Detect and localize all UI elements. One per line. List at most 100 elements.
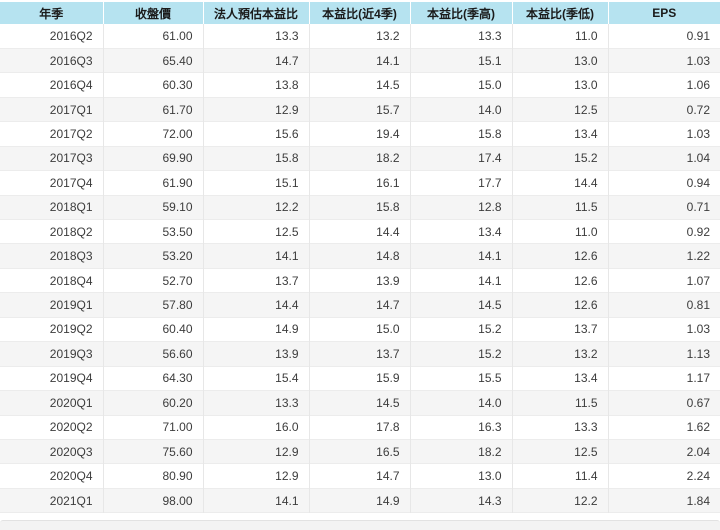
cell-value: 60.30: [102, 72, 203, 98]
cell-value: 15.4: [202, 366, 309, 391]
cell-value: 53.50: [102, 219, 203, 244]
cell-value: 17.7: [409, 170, 512, 196]
table-row: 2017Q2 72.00 15.6 19.4 15.8 13.4 1.03: [0, 121, 720, 147]
cell-value: 98.00: [102, 488, 203, 513]
cell-value: 0.91: [607, 24, 720, 49]
table-row: 2017Q3 69.90 15.8 18.2 17.4 15.2 1.04: [0, 146, 720, 171]
table-row: 2019Q1 57.80 14.4 14.7 14.5 12.6 0.81: [0, 292, 720, 318]
cell-value: 15.1: [202, 170, 309, 196]
cell-value: 15.0: [308, 317, 410, 342]
cell-value: 2.04: [607, 439, 720, 464]
cell-value: 14.7: [308, 292, 410, 318]
table-row: 2019Q2 60.40 14.9 15.0 15.2 13.7 1.03: [0, 317, 720, 342]
cell-value: 13.0: [409, 463, 512, 489]
cell-value: 0.72: [607, 97, 720, 122]
cell-value: 13.9: [202, 341, 309, 367]
cell-value: 13.7: [511, 317, 608, 342]
column-header-closing-price: 收盤價: [102, 2, 203, 24]
cell-value: 14.4: [308, 219, 410, 244]
cell-value: 1.06: [607, 72, 720, 98]
cell-value: 14.1: [409, 243, 512, 269]
cell-value: 13.2: [308, 24, 410, 49]
cell-value: 1.03: [607, 48, 720, 73]
cell-value: 12.6: [511, 243, 608, 269]
cell-value: 72.00: [102, 121, 203, 147]
cell-value: 13.8: [202, 72, 309, 98]
cell-year-quarter: 2017Q2: [49, 126, 93, 141]
cell-value: 13.4: [511, 366, 608, 391]
cell-year-quarter: 2020Q3: [49, 444, 93, 459]
cell-value: 14.1: [202, 488, 309, 513]
table-row: 2020Q2 71.00 16.0 17.8 16.3 13.3 1.62: [0, 415, 720, 440]
cell-year-quarter: 2020Q2: [49, 420, 93, 435]
cell-value: 12.6: [511, 268, 608, 293]
cell-value: 14.5: [409, 292, 512, 318]
cell-value: 15.1: [409, 48, 512, 73]
cell-value: 17.8: [308, 415, 410, 440]
cell-value: 59.10: [102, 195, 203, 220]
cell-value: 11.0: [511, 24, 608, 49]
cell-year-quarter: 2017Q4: [49, 175, 93, 190]
cell-value: 57.80: [102, 292, 203, 318]
cell-year-quarter: 2017Q3: [49, 151, 93, 166]
table-row: 2016Q4 60.30 13.8 14.5 15.0 13.0 1.06: [0, 72, 720, 98]
cell-year-quarter: 2018Q4: [49, 273, 93, 288]
table-row: 2018Q4 52.70 13.7 13.9 14.1 12.6 1.07: [0, 268, 720, 293]
cell-value: 14.1: [409, 268, 512, 293]
cell-value: 0.71: [607, 195, 720, 220]
cell-value: 14.4: [511, 170, 608, 196]
cell-value: 11.5: [511, 195, 608, 220]
cell-value: 14.3: [409, 488, 512, 513]
cell-value: 1.13: [607, 341, 720, 367]
quarterly-pe-table-wrap: 年季 收盤價 法人預估本益比 本益比(近4季) 本益比(季高) 本益比(季低) …: [0, 2, 720, 513]
cell-value: 1.62: [607, 415, 720, 440]
cell-value: 75.60: [102, 439, 203, 464]
cell-value: 13.3: [202, 390, 309, 415]
column-header-eps: EPS: [607, 2, 720, 24]
table-row: 2019Q3 56.60 13.9 13.7 15.2 13.2 1.13: [0, 341, 720, 367]
cell-value: 15.2: [409, 341, 512, 367]
footer-bar: [0, 520, 720, 530]
cell-value: 15.2: [409, 317, 512, 342]
table-row: 2018Q1 59.10 12.2 15.8 12.8 11.5 0.71: [0, 195, 720, 220]
cell-value: 16.5: [308, 439, 410, 464]
column-header-pe-last-4-quarters: 本益比(近4季): [308, 2, 410, 24]
cell-value: 11.0: [511, 219, 608, 244]
cell-value: 14.5: [308, 390, 410, 415]
cell-value: 15.6: [202, 121, 309, 147]
cell-value: 80.90: [102, 463, 203, 489]
cell-value: 14.9: [202, 317, 309, 342]
cell-value: 2.24: [607, 463, 720, 489]
cell-value: 52.70: [102, 268, 203, 293]
cell-value: 14.1: [308, 48, 410, 73]
cell-year-quarter: 2018Q3: [49, 249, 93, 264]
cell-value: 14.7: [308, 463, 410, 489]
cell-value: 12.9: [202, 439, 309, 464]
cell-value: 13.0: [511, 72, 608, 98]
table-header-row: 年季 收盤價 法人預估本益比 本益比(近4季) 本益比(季高) 本益比(季低) …: [0, 2, 720, 24]
cell-value: 12.2: [202, 195, 309, 220]
cell-value: 13.3: [409, 24, 512, 49]
table-row: 2017Q1 61.70 12.9 15.7 14.0 12.5 0.72: [0, 97, 720, 122]
cell-value: 16.3: [409, 415, 512, 440]
cell-value: 14.4: [202, 292, 309, 318]
cell-value: 12.5: [202, 219, 309, 244]
cell-value: 15.8: [308, 195, 410, 220]
cell-value: 11.4: [511, 463, 608, 489]
cell-value: 12.5: [511, 439, 608, 464]
cell-value: 18.2: [409, 439, 512, 464]
cell-value: 1.17: [607, 366, 720, 391]
cell-value: 15.8: [202, 146, 309, 171]
column-header-pe-quarter-low: 本益比(季低): [511, 2, 608, 24]
cell-value: 60.40: [102, 317, 203, 342]
cell-value: 0.92: [607, 219, 720, 244]
cell-value: 14.7: [202, 48, 309, 73]
cell-value: 61.00: [102, 24, 203, 49]
cell-value: 13.3: [202, 24, 309, 49]
cell-year-quarter: 2017Q1: [49, 102, 93, 117]
cell-value: 18.2: [308, 146, 410, 171]
cell-value: 15.2: [511, 146, 608, 171]
cell-value: 14.0: [409, 97, 512, 122]
cell-value: 12.9: [202, 463, 309, 489]
cell-year-quarter: 2016Q4: [49, 78, 93, 93]
